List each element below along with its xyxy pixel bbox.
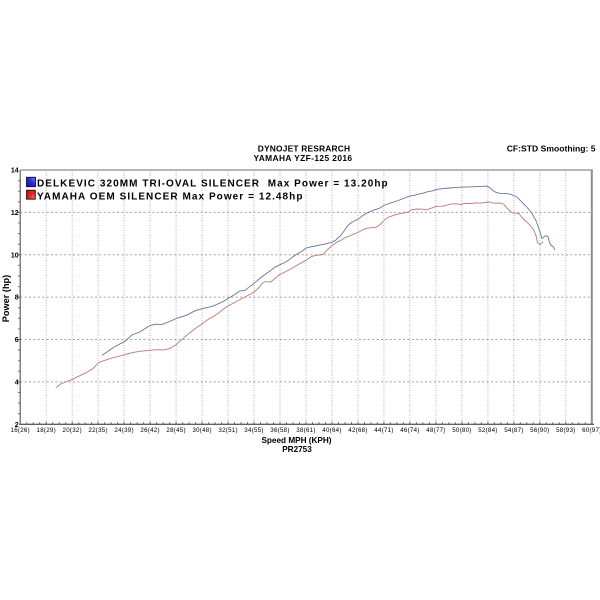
svg-text:48(77): 48(77) (426, 427, 445, 434)
svg-text:40(64): 40(64) (322, 427, 341, 434)
svg-text:56(90): 56(90) (530, 427, 549, 434)
svg-text:PR2753: PR2753 (282, 445, 312, 454)
svg-text:34(55): 34(55) (244, 427, 263, 434)
svg-text:30(48): 30(48) (192, 427, 211, 434)
svg-text:16(26): 16(26) (11, 427, 30, 434)
svg-text:36(58): 36(58) (270, 427, 289, 434)
svg-text:58(93): 58(93) (556, 427, 575, 434)
svg-text:38(61): 38(61) (296, 427, 315, 434)
svg-text:10: 10 (11, 252, 19, 259)
svg-text:54(87): 54(87) (504, 427, 523, 434)
svg-text:26(42): 26(42) (140, 427, 159, 434)
svg-text:YAMAHA OEM SILENCER Max Power: YAMAHA OEM SILENCER Max Power = 12.48hp (37, 191, 304, 202)
svg-text:DYNOJET RESRARCH: DYNOJET RESRARCH (258, 143, 351, 153)
svg-text:14: 14 (11, 168, 19, 175)
svg-text:Speed MPH (KPH): Speed MPH (KPH) (261, 436, 331, 445)
svg-text:22(35): 22(35) (88, 427, 107, 434)
svg-text:YAMAHA YZF-125 2016: YAMAHA YZF-125 2016 (254, 153, 353, 163)
svg-text:60(97): 60(97) (582, 427, 600, 434)
svg-text:28(45): 28(45) (166, 427, 185, 434)
svg-text:DELKEVIC 320MM TRI-OVAL SILENC: DELKEVIC 320MM TRI-OVAL SILENCER Max Pow… (37, 178, 389, 189)
svg-text:44(71): 44(71) (374, 427, 393, 434)
svg-text:24(39): 24(39) (114, 427, 133, 434)
svg-text:12: 12 (11, 210, 19, 217)
svg-text:CF:STD Smoothing: 5: CF:STD Smoothing: 5 (507, 143, 596, 153)
svg-text:20(32): 20(32) (63, 427, 82, 434)
svg-text:2: 2 (15, 422, 19, 429)
svg-text:6: 6 (15, 337, 19, 344)
svg-text:46(74): 46(74) (400, 427, 419, 434)
svg-text:32(51): 32(51) (218, 427, 237, 434)
svg-text:8: 8 (15, 295, 19, 302)
svg-text:42(68): 42(68) (348, 427, 367, 434)
svg-text:18(29): 18(29) (37, 427, 56, 434)
svg-text:4: 4 (15, 379, 19, 386)
svg-text:52(84): 52(84) (478, 427, 497, 434)
svg-text:Power (hp): Power (hp) (1, 275, 11, 322)
svg-text:50(80): 50(80) (452, 427, 471, 434)
